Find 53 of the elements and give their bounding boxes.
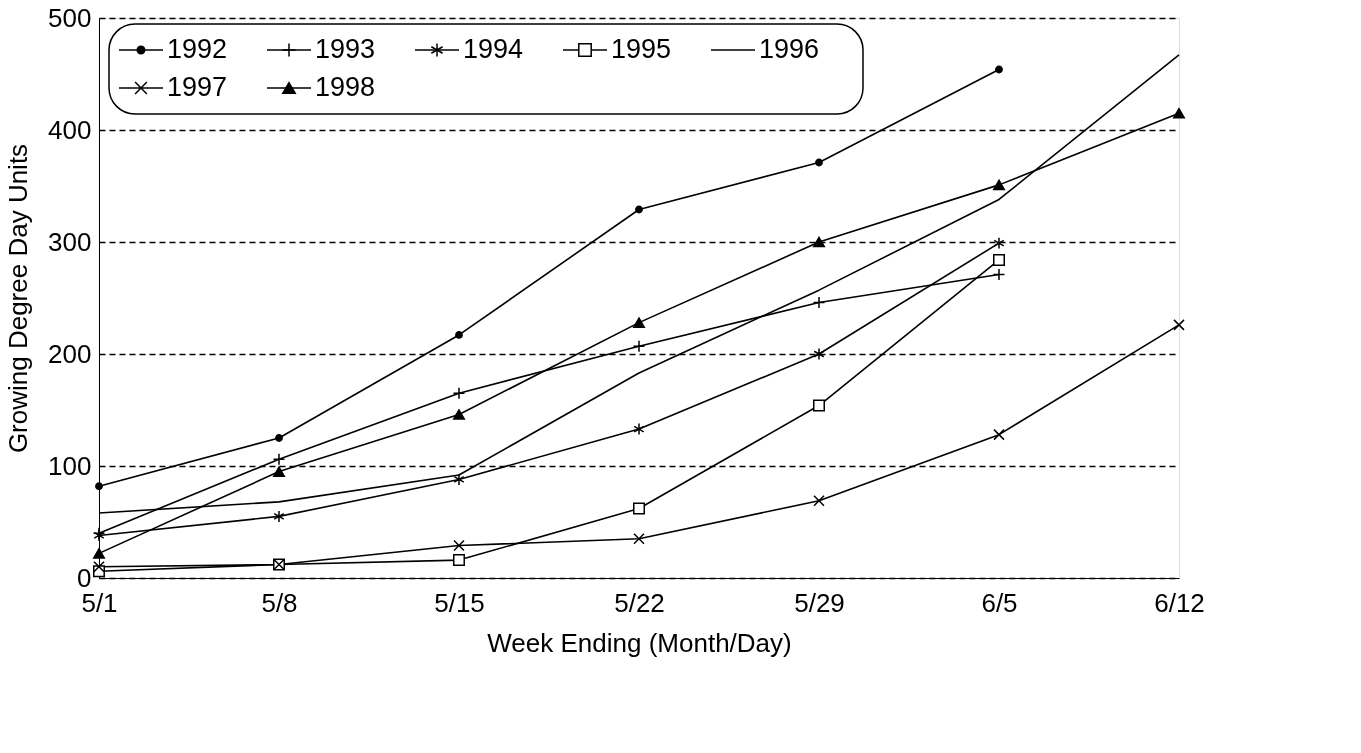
y-tick-label: 200 [48, 338, 92, 369]
x-tick-label: 5/22 [614, 587, 665, 618]
point [452, 386, 466, 400]
legend-label: 1993 [315, 34, 376, 64]
point [812, 296, 826, 309]
point [273, 510, 285, 523]
y-tick-label: 100 [48, 450, 92, 481]
point [453, 554, 465, 567]
point [633, 317, 645, 328]
x-tick-label: 5/8 [261, 587, 298, 618]
x-tick-label: 6/5 [981, 587, 1018, 618]
point [815, 158, 823, 167]
point [993, 253, 1005, 266]
point [273, 466, 285, 477]
point [453, 473, 465, 486]
legend-label: 1994 [463, 34, 524, 64]
point [813, 347, 825, 361]
point [93, 548, 105, 559]
point [93, 561, 105, 573]
point [453, 539, 465, 552]
y-tick-label: 400 [48, 114, 92, 145]
point [632, 339, 646, 353]
point [993, 428, 1005, 441]
y-axis-title: Growing Degree Day Units [3, 143, 34, 454]
point [275, 434, 283, 442]
point [1173, 107, 1185, 119]
point [813, 236, 825, 248]
point [633, 502, 645, 515]
x-tick-label: 6/12 [1154, 587, 1205, 618]
point [813, 399, 825, 412]
point [993, 179, 1005, 191]
point [633, 533, 645, 545]
legend-label: 1996 [759, 34, 820, 64]
point [1173, 319, 1185, 331]
y-tick-label: 500 [48, 2, 92, 33]
point [993, 236, 1005, 250]
point [635, 205, 643, 214]
point [453, 409, 465, 420]
y-tick-label: 300 [48, 226, 92, 257]
point [95, 482, 103, 491]
legend-label: 1997 [167, 72, 228, 102]
legend-label: 1995 [611, 34, 672, 64]
point [992, 268, 1006, 281]
x-tick-label: 5/29 [794, 587, 845, 618]
point [995, 65, 1003, 74]
legend-label: 1992 [167, 34, 228, 64]
x-tick-label: 5/15 [434, 587, 485, 618]
point [633, 422, 645, 436]
point [455, 331, 463, 339]
point [813, 494, 825, 507]
legend-label: 1998 [315, 72, 376, 102]
point [272, 453, 286, 466]
x-axis-title: Week Ending (Month/Day) [487, 627, 792, 658]
